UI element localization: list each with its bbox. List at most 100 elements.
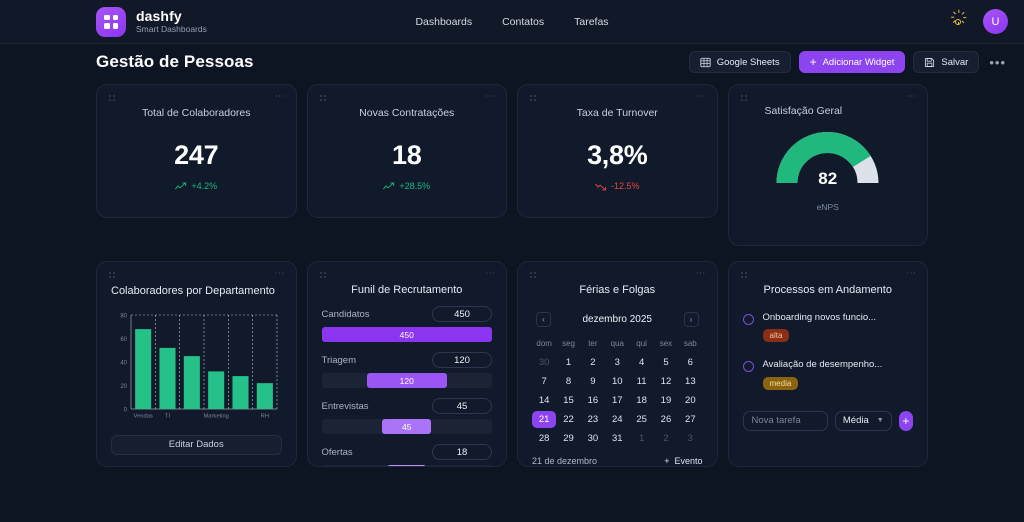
calendar-day[interactable]: 20 xyxy=(685,395,696,406)
priority-select[interactable]: Média ▼ xyxy=(834,410,892,431)
save-button[interactable]: Salvar xyxy=(913,51,980,73)
calendar-day[interactable]: 15 xyxy=(563,395,574,406)
add-event-button[interactable]: + Evento xyxy=(664,456,702,466)
card-menu-icon[interactable]: ⋯ xyxy=(485,91,496,102)
calendar-day[interactable]: 8 xyxy=(565,376,572,387)
tasks-card-processos-em-andamento[interactable]: ⋯ Processos em Andamento Onboarding novo… xyxy=(727,261,928,467)
drag-handle-icon[interactable] xyxy=(530,272,536,278)
drag-handle-icon[interactable] xyxy=(319,95,326,101)
calendar-day-selected[interactable]: 21 xyxy=(532,411,557,428)
calendar-day[interactable]: 4 xyxy=(638,357,645,368)
gauge-sublabel: eNPS xyxy=(816,202,839,212)
calendar-day[interactable]: 1 xyxy=(638,433,645,444)
drag-handle-icon[interactable] xyxy=(740,272,747,278)
funnel-stage-track: 18 xyxy=(321,465,492,466)
calendar-day[interactable]: 26 xyxy=(660,414,672,425)
calendar-day[interactable]: 5 xyxy=(663,357,669,368)
calendar-day-of-week: qua xyxy=(610,339,624,348)
drag-handle-icon[interactable] xyxy=(319,272,326,278)
bar-chart-svg: 0 20 40 60 80 Vendas TI Marketing RH xyxy=(120,313,278,419)
calendar-day[interactable]: 22 xyxy=(563,414,574,425)
funnel-stage-input[interactable] xyxy=(432,444,492,460)
kpi-card-total-colaboradores[interactable]: ⋯ Total de Colaboradores 247 +4.2% xyxy=(96,84,297,218)
calendar-day-of-week: qui xyxy=(636,339,647,348)
calendar-day[interactable]: 1 xyxy=(565,357,572,368)
nav-item-contatos[interactable]: Contatos xyxy=(502,15,545,28)
calendar-day[interactable]: 29 xyxy=(563,433,574,444)
edit-chart-data-button[interactable]: Editar Dados xyxy=(111,434,282,455)
more-options-button[interactable]: ••• xyxy=(989,54,1006,70)
avatar[interactable]: U xyxy=(983,9,1008,34)
svg-text:TI: TI xyxy=(165,413,171,419)
funnel-stage-head: Candidatos xyxy=(322,306,492,322)
kpi-card-taxa-turnover[interactable]: ⋯ Taxa de Turnover 3,8% -12.5% xyxy=(517,84,718,218)
funnel-stage-row: Triagem 120 xyxy=(321,352,492,388)
funnel-title: Funil de Recrutamento xyxy=(351,284,463,296)
brand-logo-block[interactable]: dashfy Smart Dashboards xyxy=(96,6,207,37)
kpi-card-novas-contratacoes[interactable]: ⋯ Novas Contratações 18 +28.5% xyxy=(306,84,507,218)
calendar-day[interactable]: 30 xyxy=(538,357,550,368)
add-widget-button[interactable]: + Adicionar Widget xyxy=(798,51,906,73)
gauge-chart: 82 xyxy=(775,129,880,188)
funnel-stage-bar: 45 xyxy=(382,419,432,434)
prev-month-chevron-left-icon[interactable]: ‹ xyxy=(536,312,551,327)
funnel-stage-input[interactable] xyxy=(432,352,492,368)
card-menu-icon[interactable]: ⋯ xyxy=(274,91,286,102)
chart-card-colaboradores-por-departamento[interactable]: ⋯ Colaboradores por Departamento 0 20 40 60… xyxy=(96,261,297,467)
funnel-stage-head: Triagem xyxy=(322,352,492,368)
gauge-card-satisfacao-geral[interactable]: ⋯ Satisfação Geral 82 eNPS xyxy=(727,84,928,246)
calendar-day[interactable]: 11 xyxy=(636,376,647,387)
card-menu-icon[interactable]: ⋯ xyxy=(906,91,917,102)
svg-text:80: 80 xyxy=(120,313,127,319)
funnel-card-recrutamento[interactable]: ⋯ Funil de Recrutamento Candidatos 450 Tri… xyxy=(306,261,507,467)
card-menu-icon[interactable]: ⋯ xyxy=(906,268,917,279)
drag-handle-icon[interactable] xyxy=(109,272,115,278)
new-task-input[interactable] xyxy=(742,410,828,431)
kpi-value: 18 xyxy=(392,140,422,170)
funnel-stage-input[interactable] xyxy=(432,306,492,322)
calendar-day[interactable]: 25 xyxy=(636,414,647,425)
calendar-day[interactable]: 16 xyxy=(587,395,599,406)
calendar-day[interactable]: 18 xyxy=(636,395,647,406)
calendar-day[interactable]: 7 xyxy=(541,376,547,387)
task-checkbox[interactable] xyxy=(742,361,754,373)
drag-handle-icon[interactable] xyxy=(740,95,747,101)
calendar-day[interactable]: 12 xyxy=(660,376,672,387)
calendar-day[interactable]: 2 xyxy=(663,433,669,444)
calendar-day[interactable]: 13 xyxy=(685,376,696,387)
calendar-day[interactable]: 30 xyxy=(587,433,599,444)
funnel-stage-input[interactable] xyxy=(432,398,492,414)
funnel-stage-track: 120 xyxy=(321,373,492,388)
drag-handle-icon[interactable] xyxy=(530,95,536,101)
calendar-card-ferias-folgas[interactable]: ⋯ Férias e Folgas ‹ dezembro 2025 › dom s… xyxy=(517,261,718,467)
add-task-button[interactable]: + xyxy=(898,410,913,431)
gauge-value: 82 xyxy=(818,169,838,188)
calendar-day[interactable]: 27 xyxy=(685,414,696,425)
next-month-chevron-right-icon[interactable]: › xyxy=(683,312,699,327)
calendar-day[interactable]: 6 xyxy=(687,357,693,368)
card-menu-icon[interactable]: ⋯ xyxy=(485,268,496,279)
calendar-day[interactable]: 2 xyxy=(590,357,596,368)
funnel-body: Funil de Recrutamento Candidatos 450 Triag… xyxy=(308,262,507,466)
calendar-day[interactable]: 31 xyxy=(611,433,623,444)
drag-handle-icon[interactable] xyxy=(109,95,115,101)
calendar-day[interactable]: 14 xyxy=(538,395,550,406)
calendar-day[interactable]: 28 xyxy=(538,433,550,444)
calendar-day[interactable]: 3 xyxy=(614,357,620,368)
calendar-day[interactable]: 19 xyxy=(660,395,672,406)
nav-item-dashboards[interactable]: Dashboards xyxy=(415,15,473,28)
nav-item-tarefas[interactable]: Tarefas xyxy=(574,15,609,28)
card-menu-icon[interactable]: ⋯ xyxy=(695,91,707,102)
card-menu-icon[interactable]: ⋯ xyxy=(274,268,286,279)
kpi-title: Taxa de Turnover xyxy=(576,107,658,119)
calendar-day[interactable]: 3 xyxy=(687,433,693,444)
card-menu-icon[interactable]: ⋯ xyxy=(695,268,707,279)
calendar-day[interactable]: 23 xyxy=(587,414,599,425)
calendar-day[interactable]: 9 xyxy=(590,376,596,387)
calendar-day[interactable]: 24 xyxy=(611,414,623,425)
calendar-day[interactable]: 17 xyxy=(611,395,623,406)
calendar-day[interactable]: 10 xyxy=(611,376,623,387)
google-sheets-button[interactable]: Google Sheets xyxy=(688,51,791,73)
theme-toggle-sun-icon[interactable] xyxy=(950,9,966,29)
task-checkbox[interactable] xyxy=(742,314,754,325)
